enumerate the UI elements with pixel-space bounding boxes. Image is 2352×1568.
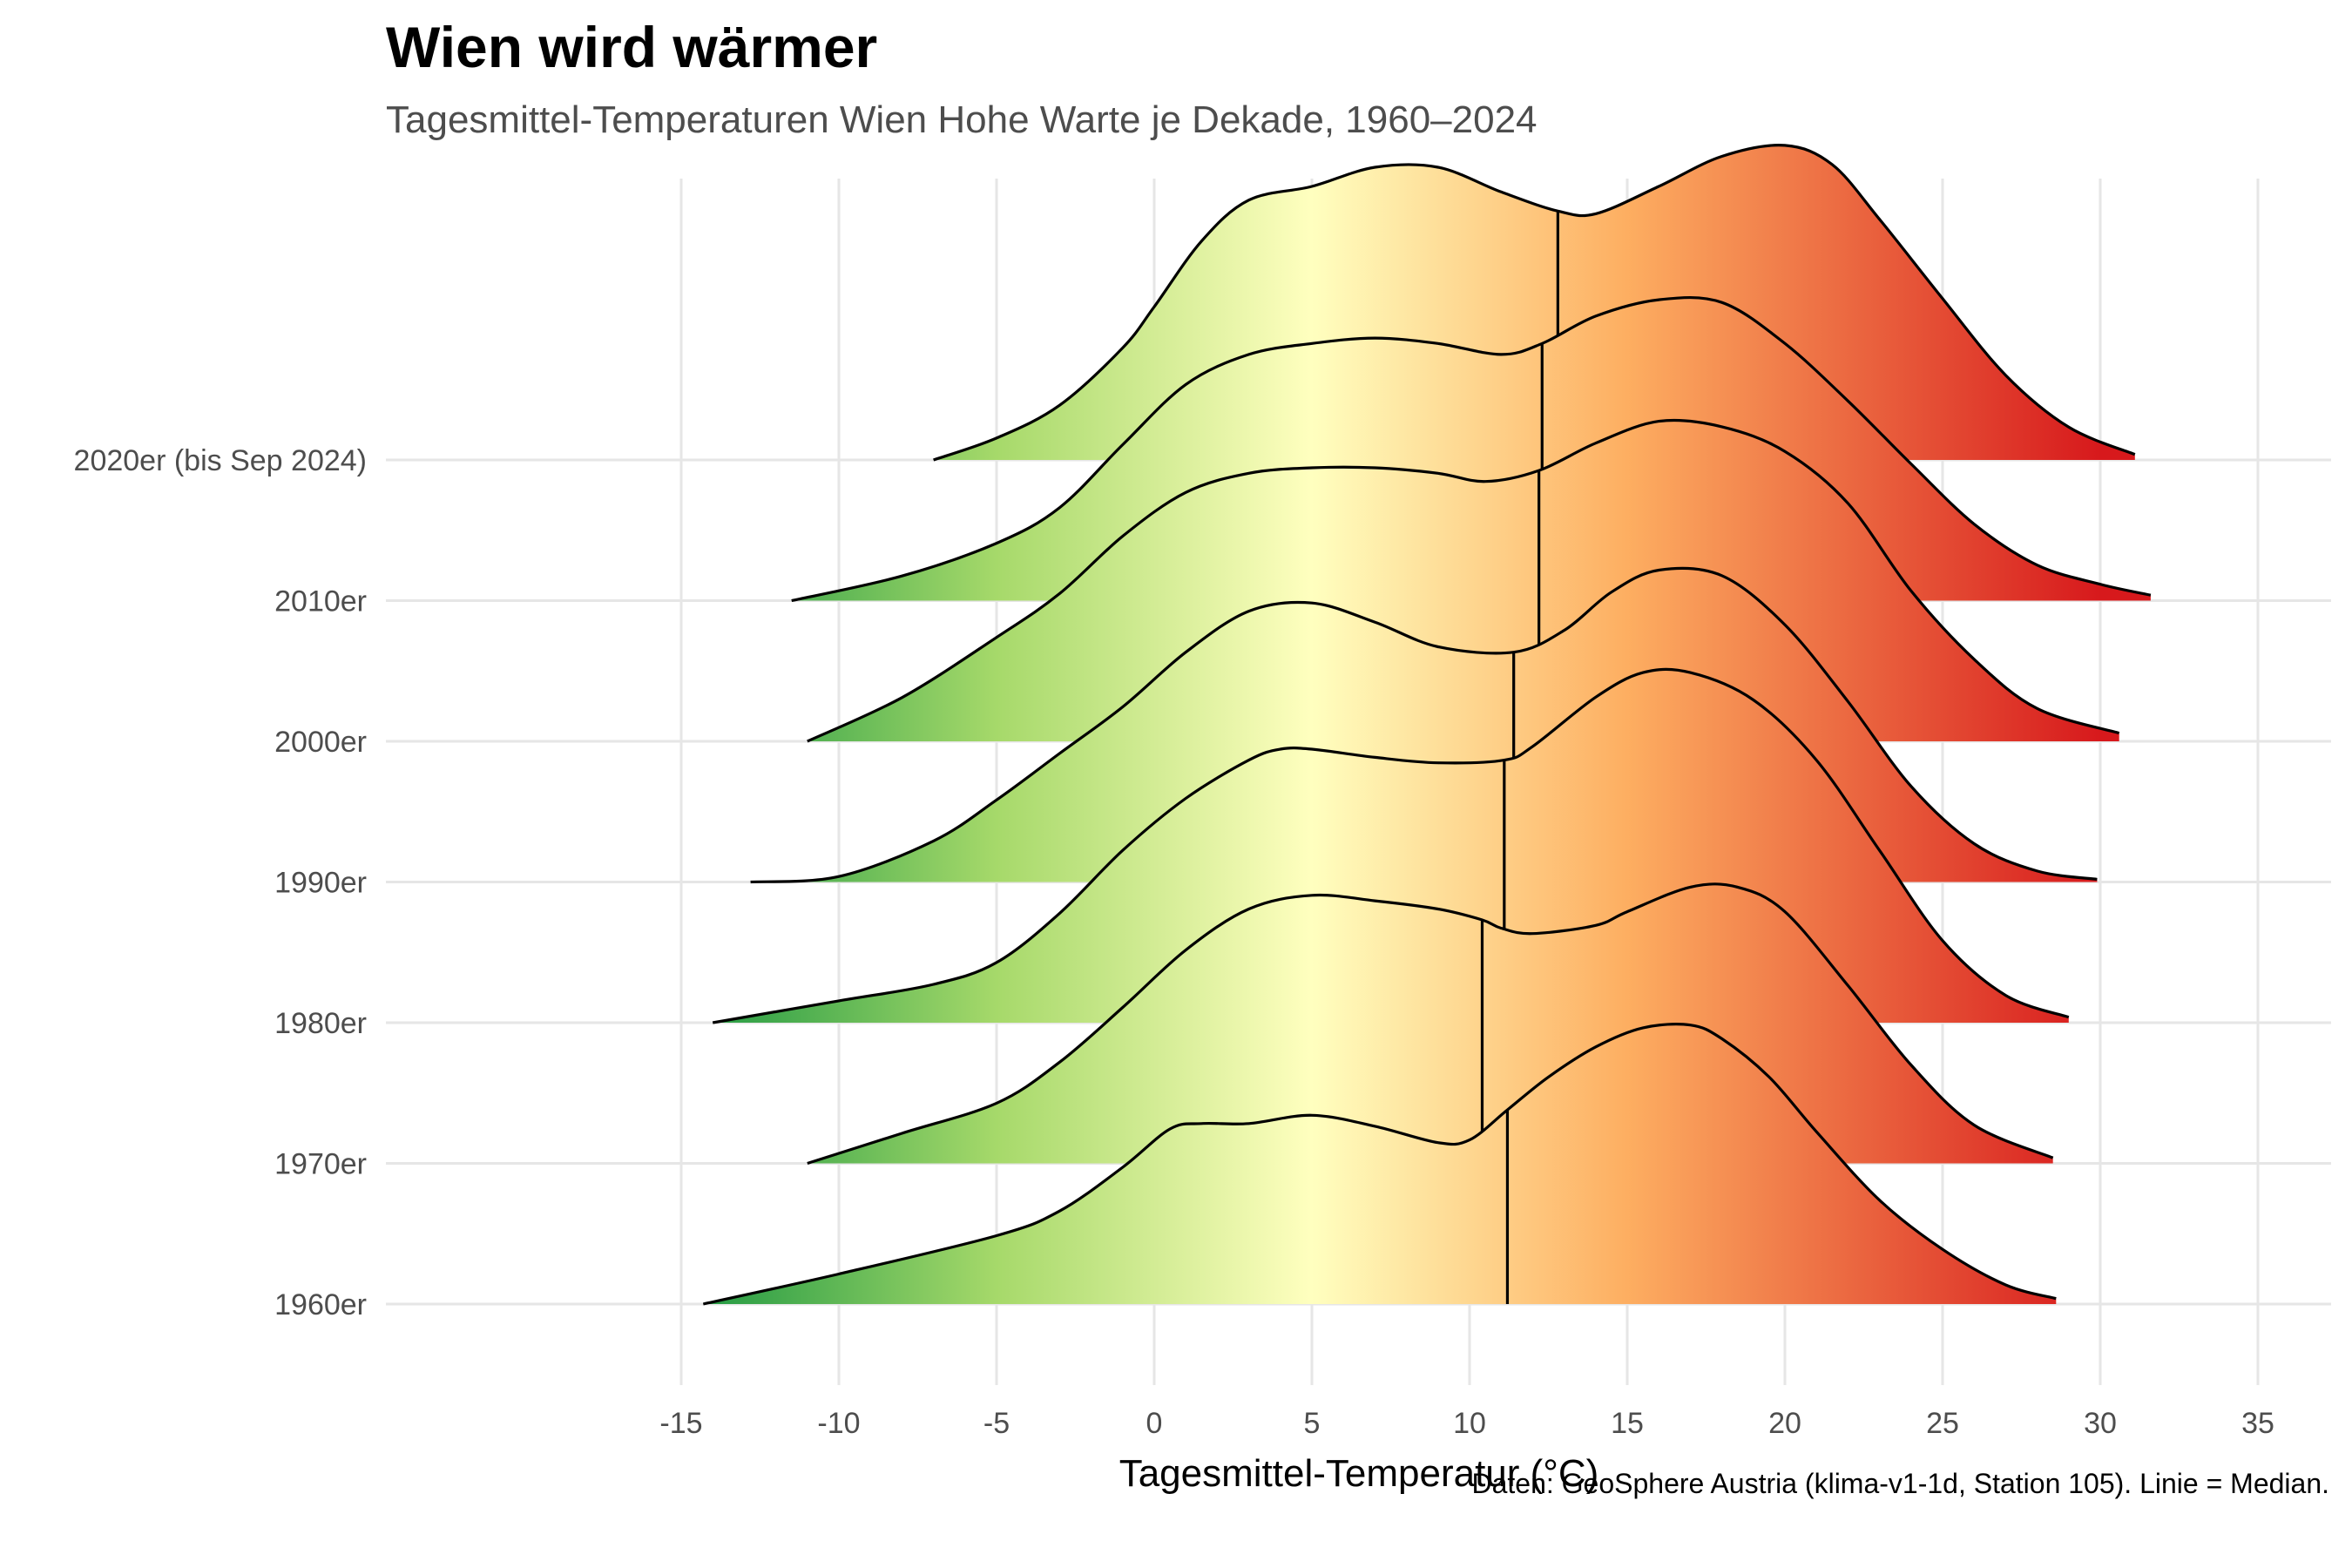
x-axis-labels: -15 -10 -5 0 5 10 15 20 25 30 35 <box>659 1407 2274 1440</box>
x-tick-label: 0 <box>1146 1407 1163 1440</box>
x-tick-label: 15 <box>1611 1407 1644 1440</box>
y-tick-label: 1960er <box>274 1288 367 1321</box>
x-tick-label: 35 <box>2241 1407 2274 1440</box>
x-tick-label: 25 <box>1926 1407 1959 1440</box>
x-tick-label: 20 <box>1768 1407 1801 1440</box>
chart-title: Wien wird wärmer <box>386 15 878 79</box>
x-tick-label: 30 <box>2084 1407 2117 1440</box>
x-tick-label: -10 <box>817 1407 860 1440</box>
y-axis-labels: 1960er 1970er 1980er 1990er 2000er 2010er 2020… <box>74 444 367 1321</box>
x-tick-label: 10 <box>1453 1407 1486 1440</box>
ridge-outline-1960er <box>702 1023 2057 1306</box>
ridge-outline-1970er <box>807 882 2054 1166</box>
chart-subtitle: Tagesmittel-Temperaturen Wien Hohe Warte… <box>386 98 1538 141</box>
y-tick-label: 2010er <box>274 585 367 618</box>
ridge-outline-1980er <box>712 667 2070 1024</box>
ridge-outline-2010er <box>791 295 2152 603</box>
y-tick-label: 1970er <box>274 1148 367 1181</box>
y-tick-label: 1980er <box>274 1007 367 1040</box>
x-tick-label: 5 <box>1304 1407 1321 1440</box>
x-tick-label: -15 <box>659 1407 702 1440</box>
x-tick-label: -5 <box>983 1407 1010 1440</box>
ridge-outline-2020er <box>933 144 2136 462</box>
x-axis-title: Tagesmittel-Temperatur (°C) <box>1119 1452 1599 1495</box>
y-tick-label: 2000er <box>274 726 367 759</box>
ridge-1960er <box>702 1023 2057 1306</box>
y-tick-label: 2020er (bis Sep 2024) <box>74 444 367 477</box>
y-tick-label: 1990er <box>274 867 367 900</box>
density-ridges <box>702 144 2152 1306</box>
ridge-outline-1990er <box>750 566 2098 884</box>
ridge-area-1960er <box>703 1024 2057 1304</box>
data-source-caption: Daten: GeoSphere Austria (klima-v1-1d, S… <box>1471 1468 2329 1499</box>
ridge-outline-2000er <box>807 418 2120 743</box>
